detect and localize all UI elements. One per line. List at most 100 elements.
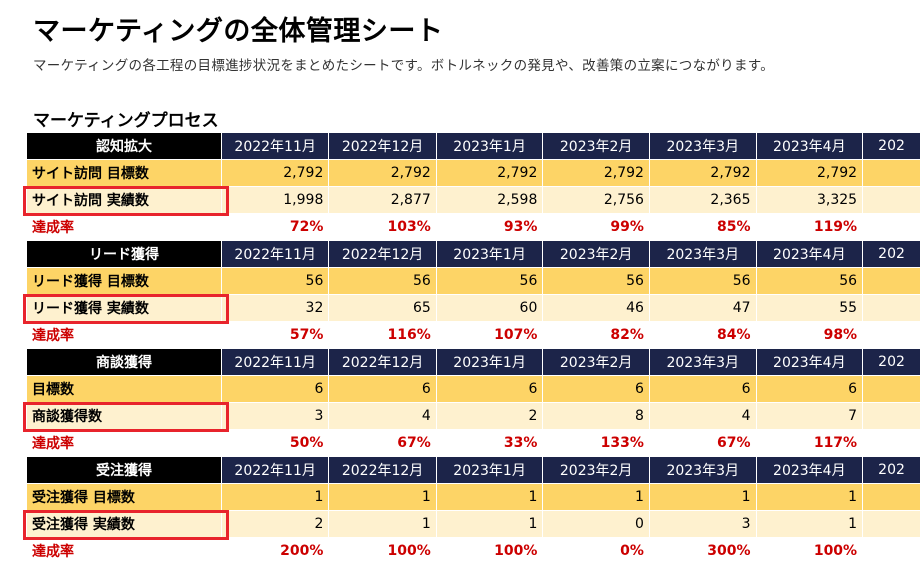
value-cell[interactable]: 67% [328, 429, 437, 457]
value-cell[interactable]: 2,792 [648, 159, 757, 187]
value-cell[interactable]: 50% [220, 429, 330, 457]
block-header-label[interactable]: 商談獲得 [26, 348, 222, 376]
value-cell[interactable] [862, 429, 921, 457]
month-header-cell[interactable]: 2023年1月 [435, 240, 544, 268]
month-header-cell[interactable]: 202 [862, 240, 921, 268]
row-label-cell[interactable]: 目標数 [26, 375, 222, 403]
value-cell[interactable] [862, 267, 921, 295]
month-header-cell[interactable]: 2022年12月 [328, 132, 437, 160]
value-cell[interactable]: 7 [755, 402, 864, 430]
row-label-cell[interactable]: サイト訪問 目標数 [26, 159, 222, 187]
value-cell[interactable]: 0 [542, 510, 650, 538]
value-cell[interactable]: 6 [542, 375, 650, 403]
value-cell[interactable] [862, 321, 921, 349]
value-cell[interactable]: 3 [648, 510, 757, 538]
value-cell[interactable]: 1 [220, 483, 330, 511]
value-cell[interactable]: 3 [220, 402, 330, 430]
value-cell[interactable]: 1 [648, 483, 757, 511]
month-header-cell[interactable]: 2022年11月 [220, 348, 330, 376]
value-cell[interactable]: 6 [755, 375, 864, 403]
block-header-label[interactable]: 認知拡大 [26, 132, 222, 160]
value-cell[interactable]: 200% [220, 537, 330, 565]
value-cell[interactable]: 56 [435, 267, 544, 295]
month-header-cell[interactable]: 2022年11月 [220, 240, 330, 268]
value-cell[interactable]: 300% [648, 537, 757, 565]
value-cell[interactable]: 6 [435, 375, 544, 403]
month-header-cell[interactable]: 2023年2月 [542, 132, 650, 160]
row-label-cell[interactable]: 商談獲得数 [26, 402, 222, 430]
value-cell[interactable]: 2,365 [648, 186, 757, 214]
month-header-cell[interactable]: 202 [862, 456, 921, 484]
value-cell[interactable]: 1 [328, 483, 437, 511]
value-cell[interactable]: 116% [328, 321, 437, 349]
value-cell[interactable]: 85% [648, 213, 757, 241]
value-cell[interactable]: 1 [542, 483, 650, 511]
value-cell[interactable]: 8 [542, 402, 650, 430]
value-cell[interactable]: 1,998 [220, 186, 330, 214]
month-header-cell[interactable]: 202 [862, 132, 921, 160]
value-cell[interactable] [862, 402, 921, 430]
value-cell[interactable]: 56 [220, 267, 330, 295]
value-cell[interactable]: 2,792 [435, 159, 544, 187]
value-cell[interactable]: 56 [328, 267, 437, 295]
value-cell[interactable]: 119% [755, 213, 864, 241]
value-cell[interactable] [862, 186, 921, 214]
value-cell[interactable]: 3,325 [755, 186, 864, 214]
value-cell[interactable]: 55 [755, 294, 864, 322]
value-cell[interactable]: 72% [220, 213, 330, 241]
block-header-label[interactable]: リード獲得 [26, 240, 222, 268]
month-header-cell[interactable]: 2023年4月 [755, 456, 864, 484]
month-header-cell[interactable]: 2022年12月 [328, 456, 437, 484]
month-header-cell[interactable]: 2023年3月 [648, 132, 757, 160]
month-header-cell[interactable]: 2022年12月 [328, 348, 437, 376]
row-label-cell[interactable]: 受注獲得 実績数 [26, 510, 222, 538]
value-cell[interactable]: 47 [648, 294, 757, 322]
value-cell[interactable]: 2,877 [328, 186, 437, 214]
value-cell[interactable] [862, 510, 921, 538]
month-header-cell[interactable]: 2023年1月 [435, 132, 544, 160]
value-cell[interactable]: 2,598 [435, 186, 544, 214]
value-cell[interactable]: 2,756 [542, 186, 650, 214]
value-cell[interactable]: 1 [755, 510, 864, 538]
row-label-cell[interactable]: リード獲得 実績数 [26, 294, 222, 322]
value-cell[interactable]: 6 [328, 375, 437, 403]
value-cell[interactable]: 1 [435, 510, 544, 538]
month-header-cell[interactable]: 2023年1月 [435, 456, 544, 484]
value-cell[interactable]: 2,792 [328, 159, 437, 187]
value-cell[interactable]: 6 [220, 375, 330, 403]
value-cell[interactable]: 0% [542, 537, 650, 565]
value-cell[interactable]: 117% [755, 429, 864, 457]
value-cell[interactable]: 56 [755, 267, 864, 295]
month-header-cell[interactable]: 2023年4月 [755, 348, 864, 376]
value-cell[interactable]: 46 [542, 294, 650, 322]
month-header-cell[interactable]: 2023年3月 [648, 348, 757, 376]
month-header-cell[interactable]: 2022年12月 [328, 240, 437, 268]
value-cell[interactable]: 67% [648, 429, 757, 457]
row-label-cell[interactable]: サイト訪問 実績数 [26, 186, 222, 214]
value-cell[interactable]: 107% [435, 321, 544, 349]
value-cell[interactable]: 60 [435, 294, 544, 322]
row-label-cell[interactable]: 受注獲得 目標数 [26, 483, 222, 511]
value-cell[interactable]: 84% [648, 321, 757, 349]
value-cell[interactable] [862, 294, 921, 322]
month-header-cell[interactable]: 202 [862, 348, 921, 376]
value-cell[interactable]: 4 [328, 402, 437, 430]
value-cell[interactable]: 99% [542, 213, 650, 241]
value-cell[interactable] [862, 537, 921, 565]
month-header-cell[interactable]: 2023年2月 [542, 240, 650, 268]
month-header-cell[interactable]: 2023年2月 [542, 348, 650, 376]
value-cell[interactable]: 6 [648, 375, 757, 403]
value-cell[interactable]: 4 [648, 402, 757, 430]
value-cell[interactable]: 93% [435, 213, 544, 241]
value-cell[interactable]: 98% [755, 321, 864, 349]
value-cell[interactable]: 82% [542, 321, 650, 349]
value-cell[interactable]: 2,792 [220, 159, 330, 187]
value-cell[interactable]: 2,792 [755, 159, 864, 187]
row-label-cell[interactable]: リード獲得 目標数 [26, 267, 222, 295]
month-header-cell[interactable]: 2023年2月 [542, 456, 650, 484]
row-label-cell[interactable]: 達成率 [26, 537, 222, 565]
value-cell[interactable]: 56 [648, 267, 757, 295]
month-header-cell[interactable]: 2023年3月 [648, 456, 757, 484]
row-label-cell[interactable]: 達成率 [26, 213, 222, 241]
value-cell[interactable] [862, 375, 921, 403]
